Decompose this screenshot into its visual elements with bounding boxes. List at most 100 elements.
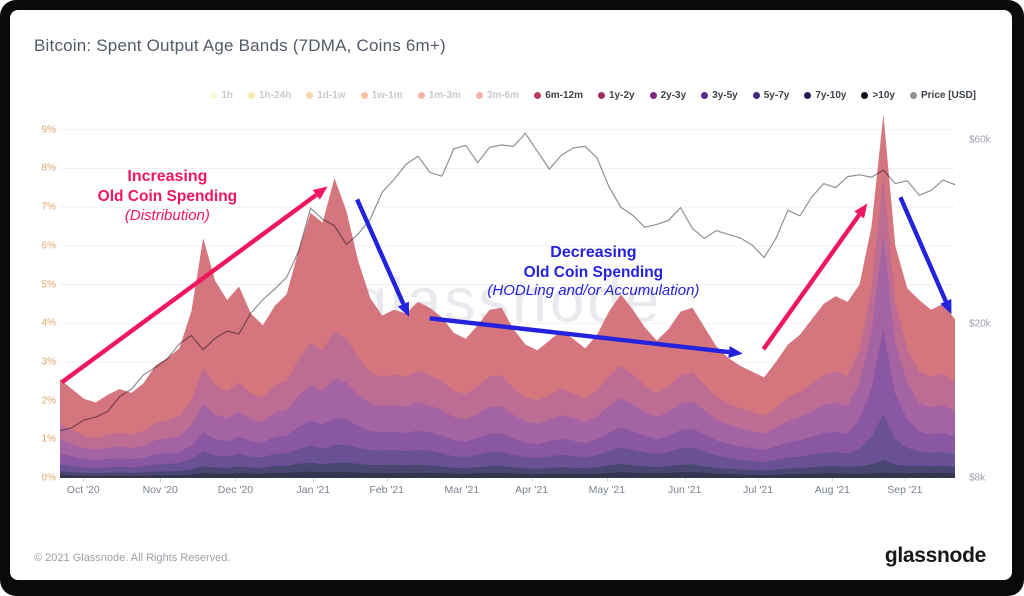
legend-item-3y-5y[interactable]: 3y-5y [701, 90, 738, 101]
x-tick-label: Apr '21 [515, 484, 549, 496]
y-axis-right-price: $8k $20k $60k [963, 110, 1003, 484]
age-band-area->10y[interactable] [60, 471, 955, 478]
legend-color-dot-icon [417, 92, 425, 99]
age-band-area-1y-2y[interactable] [60, 174, 955, 478]
legend-color-dot-icon [804, 92, 812, 99]
x-tick-mark [758, 478, 760, 482]
legend-item-price-usd-[interactable]: Price [USD] [909, 90, 976, 101]
age-band-area-5y-7y[interactable] [60, 414, 955, 478]
annotation-line: Increasing [127, 168, 208, 186]
blue-trend-arrow-line [429, 316, 730, 355]
glassnode-logo: glassnode [884, 544, 986, 567]
x-tick-mark [531, 478, 533, 482]
legend-item-label: 1h-24h [258, 90, 292, 101]
legend-item-label: 1w-1m [371, 90, 403, 101]
legend: 1h 1h-24h 1d-1w 1w-1m 1m-3m 3m-6m 6m-12m 1y-2y 2… [210, 90, 976, 101]
legend-item-1y-2y[interactable]: 1y-2y [598, 90, 635, 101]
copyright-text: © 2021 Glassnode. All Rights Reserved. [34, 552, 231, 564]
legend-item-label: 3y-5y [712, 90, 738, 101]
annotation-line: Decreasing [550, 243, 637, 261]
legend-color-dot-icon [701, 92, 709, 99]
y-left-tick-label: 7% [41, 201, 56, 213]
pink-trend-arrow-line [761, 213, 861, 351]
legend-item-7y-10y[interactable]: 7y-10y [804, 90, 846, 101]
legend-item-label: 1y-2y [609, 90, 635, 101]
y-left-tick-label: 1% [41, 433, 56, 445]
annotation-arrows-layer [60, 186, 952, 385]
blue-trend-arrow-line [898, 196, 948, 303]
legend-item-label: 1h [221, 90, 233, 101]
x-tick-label: Jan '21 [296, 484, 331, 496]
y-right-tick-label: $60k [969, 134, 991, 146]
legend-color-dot-icon [475, 92, 483, 99]
x-tick-mark [160, 478, 162, 482]
blue-trend-arrow-line [355, 198, 406, 305]
x-tick-mark [684, 478, 686, 482]
x-tick-label: Aug '21 [814, 484, 851, 496]
blue-trend-arrowhead-icon [940, 299, 952, 315]
legend-item-1d-1w[interactable]: 1d-1w [306, 90, 346, 101]
x-axis-months: Oct '20 Nov '20 Dec '20 Jan '21 Feb '21 Mar '… [60, 478, 955, 500]
x-tick-mark [313, 478, 315, 482]
pink-trend-arrowhead-icon [312, 186, 328, 200]
legend-item-1w-1m[interactable]: 1w-1m [360, 90, 403, 101]
y-axis-left-percent: 0% 1% 2% 3% 4% 5% 6% 7% 8% 9% [24, 110, 56, 483]
price-usd-line[interactable] [60, 132, 955, 432]
y-left-tick-label: 0% [41, 472, 56, 484]
legend-color-dot-icon [752, 92, 760, 99]
legend-item-6m-12m[interactable]: 6m-12m [534, 90, 583, 101]
annotation-line: Old Coin Spending [523, 263, 664, 281]
legend-item-1m-3m[interactable]: 1m-3m [417, 90, 461, 101]
annotation-decreasing-old-coin-spending: Decreasing Old Coin Spending (HODLing an… [487, 243, 699, 301]
page-title: Bitcoin: Spent Output Age Bands (7DMA, C… [34, 36, 446, 55]
legend-color-dot-icon [306, 92, 314, 99]
legend-color-dot-icon [534, 92, 542, 99]
y-right-tick-label: $20k [969, 318, 991, 330]
legend-item--10y[interactable]: >10y [861, 90, 895, 101]
legend-item-label: 6m-12m [545, 90, 583, 101]
age-band-area-3y-5y[interactable] [60, 328, 955, 478]
stacked-area-chart[interactable] [60, 110, 955, 478]
plot-area[interactable]: glassnode Increasing Old Coin Spending (… [60, 110, 955, 478]
legend-item-2y-3y[interactable]: 2y-3y [649, 90, 686, 101]
legend-item-5y-7y[interactable]: 5y-7y [752, 90, 790, 101]
legend-item-3m-6m[interactable]: 3m-6m [475, 90, 520, 101]
y-left-tick-label: 8% [41, 162, 56, 174]
legend-item-1h[interactable]: 1h [210, 90, 233, 101]
x-tick-mark [235, 478, 237, 482]
annotation-increasing-old-coin-spending: Increasing Old Coin Spending (Distributi… [98, 167, 238, 225]
x-tick-label: Dec '20 [217, 484, 254, 496]
x-tick-label: Jun '21 [667, 484, 702, 496]
legend-color-dot-icon [360, 92, 368, 99]
legend-color-dot-icon [598, 92, 605, 99]
legend-item-label: Price [USD] [920, 90, 976, 101]
age-band-area-2y-3y[interactable] [60, 236, 955, 478]
x-tick-label: Nov '20 [142, 484, 178, 496]
legend-item-1h-24h[interactable]: 1h-24h [247, 90, 292, 101]
x-tick-mark [904, 478, 906, 482]
pink-trend-arrowhead-icon [854, 203, 868, 219]
legend-color-dot-icon [909, 92, 917, 99]
y-left-tick-label: 9% [41, 124, 56, 136]
x-tick-mark [832, 478, 834, 482]
annotation-line: Old Coin Spending [97, 188, 238, 206]
legend-item-label: 3m-6m [486, 90, 520, 101]
legend-item-label: >10y [872, 90, 895, 101]
legend-item-label: 1m-3m [428, 90, 461, 101]
x-tick-label: May '21 [588, 484, 626, 496]
y-left-tick-label: 4% [41, 317, 56, 329]
legend-item-label: 5y-7y [763, 90, 790, 101]
legend-color-dot-icon [247, 92, 255, 99]
y-left-tick-label: 3% [41, 356, 56, 368]
x-tick-mark [461, 478, 463, 482]
y-left-tick-label: 2% [41, 395, 56, 407]
pink-trend-arrow-line [60, 193, 318, 385]
y-left-tick-label: 6% [41, 240, 56, 252]
blue-trend-arrowhead-icon [397, 301, 410, 317]
legend-color-dot-icon [210, 92, 218, 99]
x-tick-mark [386, 478, 388, 482]
chart-card: Bitcoin: Spent Output Age Bands (7DMA, C… [10, 10, 1012, 580]
x-tick-label: Sep '21 [887, 484, 923, 496]
x-tick-label: Jul '21 [743, 484, 774, 496]
